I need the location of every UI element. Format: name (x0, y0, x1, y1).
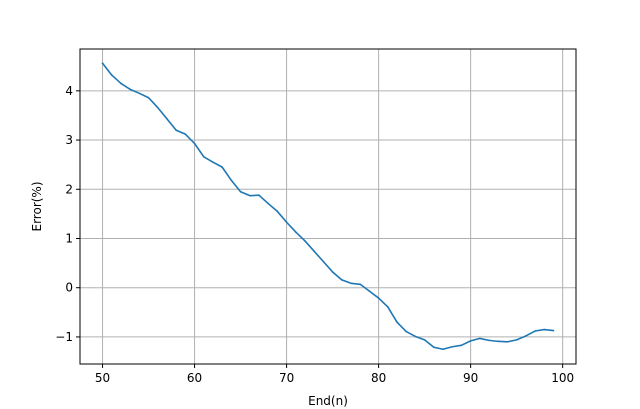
data-point (543, 328, 546, 331)
y-tick-label: 4 (65, 84, 73, 98)
data-point (396, 321, 398, 323)
data-point (230, 179, 233, 182)
data-point (248, 194, 251, 197)
data-point (433, 346, 435, 349)
data-point (129, 88, 131, 91)
y-axis-label: Error(%) (30, 181, 44, 231)
data-point (451, 345, 454, 348)
x-tick-label: 90 (463, 371, 478, 385)
data-point (193, 142, 196, 145)
data-point (506, 341, 509, 343)
data-point (276, 210, 279, 213)
data-point (377, 297, 380, 299)
data-point (350, 282, 352, 285)
data-point (479, 337, 481, 340)
x-tick-label: 70 (279, 371, 294, 385)
data-point (423, 339, 426, 341)
data-point (497, 340, 500, 343)
data-point (405, 330, 408, 333)
data-point (552, 329, 555, 332)
y-tick-label: 3 (65, 133, 73, 147)
data-point (166, 118, 168, 120)
y-tick-label: 0 (65, 281, 73, 295)
data-point (442, 348, 444, 351)
data-point (469, 340, 472, 342)
data-point (138, 92, 141, 95)
data-point (313, 250, 315, 253)
x-axis-ticks: 50 60 70 80 90 100 (95, 364, 574, 385)
data-point (294, 231, 297, 233)
x-tick-label: 80 (371, 371, 386, 385)
data-point (156, 106, 159, 109)
data-point (120, 82, 122, 85)
data-point (322, 260, 325, 263)
data-point (147, 96, 150, 99)
data-point (359, 283, 362, 286)
y-tick-label: 1 (65, 231, 73, 245)
grid (80, 49, 576, 364)
data-point (414, 335, 417, 338)
data-point (258, 194, 260, 196)
data-point (184, 133, 187, 135)
data-point (267, 202, 269, 205)
data-point (285, 221, 288, 224)
x-tick-label: 100 (551, 371, 574, 385)
x-tick-label: 60 (187, 371, 202, 385)
data-point (110, 74, 113, 76)
x-tick-label: 50 (95, 371, 110, 385)
data-point (331, 271, 334, 273)
data-point (304, 240, 306, 242)
data-point (221, 166, 223, 168)
data-point (341, 279, 343, 281)
data-point (534, 330, 536, 332)
data-point (239, 190, 242, 193)
plot-frame (79, 48, 577, 365)
series-line-0 (101, 62, 555, 351)
y-tick-label: 2 (65, 182, 73, 196)
data-point (387, 306, 389, 308)
data-point (175, 129, 177, 132)
data-point (515, 339, 518, 341)
data-point (212, 161, 214, 164)
data-point (525, 335, 527, 337)
data-point (202, 155, 205, 158)
data-point (368, 290, 371, 292)
y-axis-ticks: −1 0 1 2 3 4 (55, 84, 80, 344)
series-layer (101, 62, 555, 351)
y-tick-label: −1 (55, 330, 73, 344)
data-point (488, 339, 490, 342)
data-point (460, 344, 463, 347)
data-point (101, 62, 104, 65)
x-axis-label: End(n) (308, 394, 348, 408)
